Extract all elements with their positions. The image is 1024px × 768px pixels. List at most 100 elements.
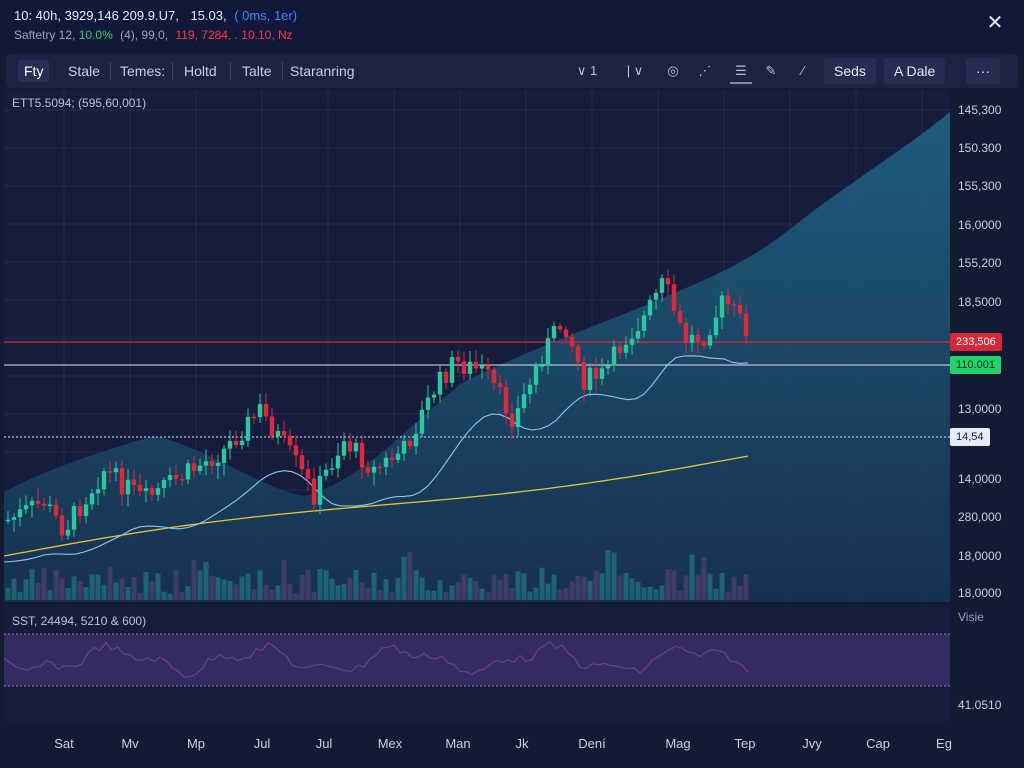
oscillator-chart[interactable]: [3, 604, 950, 722]
candle-body: [527, 384, 533, 395]
volume-bar: [35, 583, 41, 600]
candle-body: [623, 344, 629, 353]
volume-bar: [647, 586, 653, 600]
volume-bar: [473, 581, 479, 600]
main-chart-pane[interactable]: [3, 90, 950, 602]
candle-body: [371, 466, 377, 473]
candle-body: [497, 383, 503, 388]
candle-body: [107, 471, 113, 473]
volume-bar: [17, 592, 23, 600]
volume-bar: [347, 578, 353, 600]
volume-bar: [725, 591, 731, 600]
chart-type-icon[interactable]: ⋰: [698, 63, 712, 78]
volume-bar: [593, 570, 599, 600]
close-icon[interactable]: ✕: [986, 12, 1004, 34]
volume-bar: [623, 572, 629, 600]
seds-button[interactable]: Seds: [824, 58, 876, 84]
volume-bar: [515, 571, 521, 600]
indicator-dropdown[interactable]: | ∨: [626, 63, 644, 78]
volume-bar: [245, 573, 251, 600]
camera-icon[interactable]: ◎: [667, 63, 679, 78]
volume-bar: [731, 576, 737, 600]
volume-bar: [251, 589, 257, 600]
volume-bar: [299, 574, 305, 600]
time-tick: Tep: [734, 736, 756, 751]
tab-stale[interactable]: Stale: [68, 63, 100, 79]
candle-body: [11, 517, 17, 520]
interval-dropdown[interactable]: ∨ 1: [576, 63, 598, 78]
volume-bar: [203, 562, 209, 600]
candle-body: [431, 394, 437, 398]
candle-body: [293, 445, 299, 456]
volume-bar: [497, 579, 503, 600]
candle-body: [281, 430, 287, 436]
volume-bar: [401, 556, 407, 600]
info-accent-text: ( 0ms, 1er): [234, 8, 298, 23]
tab-fty[interactable]: Fty: [18, 60, 50, 82]
candle-body: [515, 408, 521, 428]
volume-bar: [263, 585, 269, 600]
candle-body: [509, 413, 515, 428]
candle-body: [539, 365, 545, 367]
volume-bar: [359, 582, 365, 600]
candle-body: [143, 488, 149, 492]
volume-bar: [341, 583, 347, 600]
candle-body: [5, 519, 11, 522]
tab-staranring[interactable]: Staranring: [290, 63, 355, 79]
time-axis[interactable]: [0, 724, 1024, 768]
volume-bar: [587, 580, 593, 600]
volume-bar: [659, 585, 665, 600]
volume-bar: [101, 584, 107, 600]
draw-icon[interactable]: ✎: [765, 63, 777, 78]
time-tick: Jvy: [802, 736, 822, 751]
time-tick: Eg: [936, 736, 952, 751]
volume-bar: [191, 559, 197, 600]
volume-bar: [143, 572, 149, 600]
tab-holtd[interactable]: Holtd: [184, 63, 217, 79]
price-tick: 18,0000: [958, 549, 1002, 563]
volume-bar: [185, 586, 191, 600]
volume-bar: [149, 581, 155, 600]
volume-bar: [701, 557, 707, 600]
candle-body: [407, 440, 413, 447]
list-icon[interactable]: ☰: [730, 60, 752, 84]
candle-body: [23, 505, 29, 510]
volume-bar: [275, 585, 281, 600]
volume-bar: [557, 589, 563, 600]
info-value-text: 15.03,: [190, 8, 227, 23]
volume-bar: [617, 575, 623, 600]
price-chart[interactable]: [3, 90, 950, 602]
info-mid-text: (4), 99,0,: [120, 28, 169, 42]
time-tick: Jk: [515, 736, 529, 751]
candle-body: [629, 338, 635, 345]
candle-body: [275, 430, 281, 437]
volume-bar: [281, 559, 287, 600]
time-tick: Mp: [186, 736, 206, 751]
price-tick: 155,200: [958, 256, 1002, 270]
volume-bar: [107, 567, 113, 600]
date-button[interactable]: A Dale: [884, 58, 946, 84]
candle-body: [167, 475, 173, 481]
time-tick: Mag: [665, 736, 691, 751]
candle-body: [251, 416, 257, 419]
candle-body: [521, 394, 527, 409]
candle-body: [179, 478, 185, 481]
volume-bar: [227, 580, 233, 600]
volume-bar: [23, 579, 29, 600]
oscillator-pane[interactable]: [3, 604, 950, 722]
price-tick: 280,000: [958, 510, 1002, 524]
volume-bar: [707, 573, 713, 600]
tab-talte[interactable]: Talte: [242, 63, 272, 79]
candle-body: [719, 295, 725, 318]
line-tool-icon[interactable]: ∕: [801, 63, 805, 78]
candle-body: [671, 284, 677, 312]
volume-bar: [671, 570, 677, 600]
tab-temes[interactable]: Temes:: [120, 63, 166, 79]
candle-body: [503, 387, 509, 414]
candle-body: [467, 361, 473, 374]
volume-bar: [443, 591, 449, 600]
time-tick: Mv: [121, 736, 139, 751]
more-button[interactable]: ···: [966, 58, 1000, 84]
candle-body: [17, 509, 23, 518]
volume-bar: [119, 578, 125, 600]
